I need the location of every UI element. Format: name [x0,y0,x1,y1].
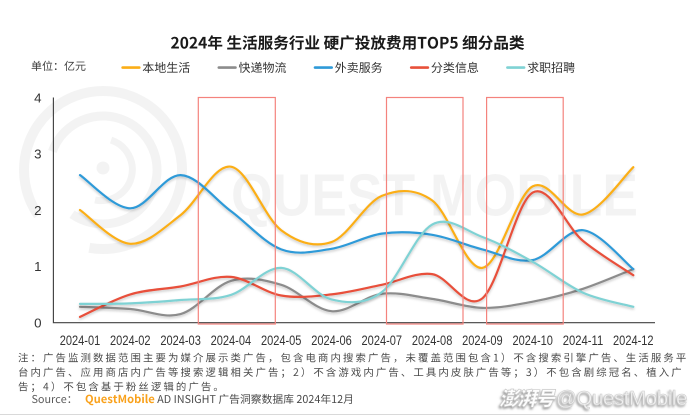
svg-text:2024-06: 2024-06 [311,333,352,348]
svg-text:2024-02: 2024-02 [110,333,151,348]
svg-text:QUEST MOBILE: QUEST MOBILE [231,163,638,229]
svg-text:4: 4 [34,90,41,105]
svg-text:3: 3 [34,147,41,162]
svg-text:2024-10: 2024-10 [512,333,553,348]
svg-text:2024-01: 2024-01 [60,333,101,348]
svg-text:2024-11: 2024-11 [563,333,604,348]
svg-text:2024-12: 2024-12 [613,333,654,348]
svg-text:2024-09: 2024-09 [462,333,503,348]
svg-text:2024-07: 2024-07 [362,333,403,348]
svg-text:@QuestMobile: @QuestMobile [556,387,687,410]
svg-text:2024-04: 2024-04 [211,333,252,348]
svg-text:2: 2 [34,203,41,218]
svg-text:0: 0 [34,315,41,330]
svg-text:2024-08: 2024-08 [412,333,453,348]
svg-text:1: 1 [34,259,41,274]
svg-text:2024-03: 2024-03 [160,333,201,348]
svg-text:2024-05: 2024-05 [261,333,302,348]
